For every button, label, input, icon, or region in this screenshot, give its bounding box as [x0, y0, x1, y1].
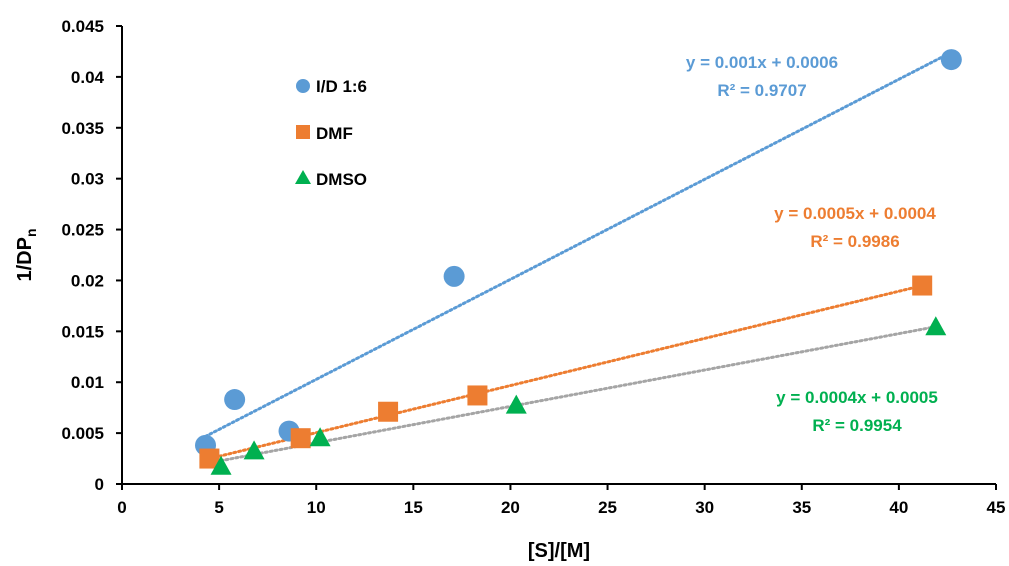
x-tick-label: 35 — [792, 498, 811, 517]
y-tick-label: 0.045 — [61, 17, 104, 36]
y-tick-label: 0 — [95, 475, 104, 494]
y-tick-label: 0.025 — [61, 221, 104, 240]
trendline — [204, 50, 953, 438]
trendline-equation: y = 0.0005x + 0.0004 — [774, 204, 936, 223]
trendlines — [204, 50, 953, 463]
y-tick-label: 0.04 — [71, 68, 105, 87]
legend-circle-marker — [296, 79, 310, 93]
axes — [121, 26, 996, 485]
x-tick-label: 20 — [501, 498, 520, 517]
y-tick-label: 0.03 — [71, 170, 104, 189]
trendline-r-squared: R² = 0.9986 — [810, 232, 899, 251]
data-point-square — [290, 428, 311, 449]
trendline — [207, 284, 924, 461]
trendline-r-squared: R² = 0.9707 — [717, 81, 806, 100]
data-point-triangle — [505, 394, 527, 414]
x-tick-label: 45 — [987, 498, 1006, 517]
data-point-triangle — [309, 427, 331, 447]
data-point-circle — [940, 49, 962, 71]
trendline-equations: y = 0.001x + 0.0006 R² = 0.9707 y = 0.00… — [686, 53, 938, 435]
legend-label: DMF — [316, 124, 353, 143]
x-tick-label: 5 — [214, 498, 223, 517]
legend-square-marker — [296, 125, 310, 139]
x-axis-ticks: 0 5 10 15 20 25 30 35 40 45 — [117, 484, 1005, 517]
legend-item-dmf: DMF — [296, 124, 353, 143]
data-point-circle — [224, 389, 246, 411]
legend-triangle-marker — [295, 170, 311, 184]
y-tick-label: 0.035 — [61, 119, 104, 138]
y-axis-ticks: 0 0.005 0.01 0.015 0.02 0.025 0.03 0.035 0.04 0.0… — [61, 17, 122, 494]
y-tick-label: 0.01 — [71, 373, 104, 392]
y-tick-label: 0.015 — [61, 322, 104, 341]
y-axis-title-main: 1/DP — [14, 237, 36, 281]
legend-item-dmso: DMSO — [295, 170, 367, 189]
data-point-triangle — [210, 455, 232, 475]
y-axis-title: 1/DPn — [14, 228, 39, 281]
legend: I/D 1:6 DMF DMSO — [295, 77, 367, 189]
data-point-square — [378, 401, 399, 422]
trendline-equation: y = 0.0004x + 0.0005 — [776, 388, 938, 407]
x-tick-label: 10 — [307, 498, 326, 517]
x-tick-label: 40 — [889, 498, 908, 517]
trendline-r-squared: R² = 0.9954 — [812, 416, 902, 435]
x-tick-label: 15 — [404, 498, 423, 517]
legend-item-id16: I/D 1:6 — [296, 77, 367, 96]
data-point-square — [912, 275, 933, 296]
x-tick-label: 25 — [598, 498, 617, 517]
data-point-triangle — [243, 440, 265, 460]
data-point-circle — [443, 265, 465, 287]
data-point-square — [199, 448, 220, 469]
trendline-equation: y = 0.001x + 0.0006 — [686, 53, 838, 72]
x-tick-label: 30 — [695, 498, 714, 517]
legend-label: I/D 1:6 — [316, 77, 367, 96]
x-tick-label: 0 — [117, 498, 126, 517]
y-tick-label: 0.02 — [71, 271, 104, 290]
y-tick-label: 0.005 — [61, 424, 104, 443]
data-point-triangle — [925, 316, 947, 336]
x-axis-title: [S]/[M] — [528, 540, 590, 562]
y-axis-title-subscript: n — [23, 228, 39, 237]
data-markers — [195, 49, 962, 475]
data-point-square — [467, 385, 488, 406]
trendline — [219, 325, 938, 463]
legend-label: DMSO — [316, 170, 367, 189]
